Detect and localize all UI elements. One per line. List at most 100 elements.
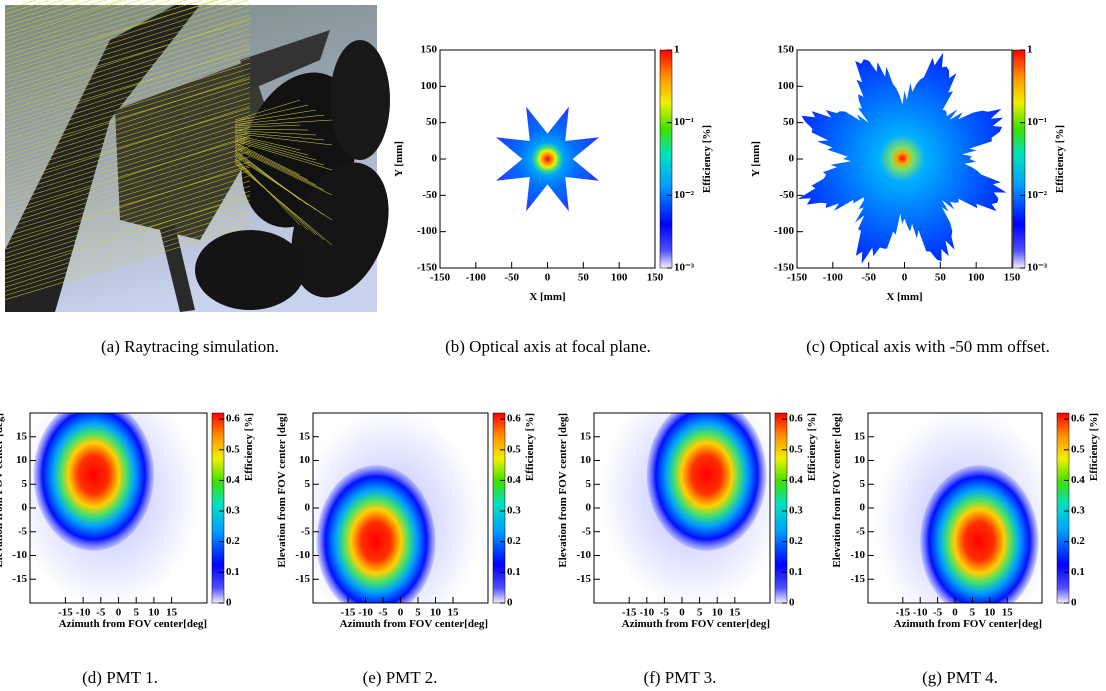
colorbar (1012, 49, 1026, 269)
ray (234, 139, 325, 166)
x-tick-label: -5 (378, 607, 388, 619)
intensity-blob (797, 52, 1007, 264)
ray (4, 57, 251, 137)
x-tick-label: 10 (430, 607, 442, 619)
ray (4, 166, 251, 242)
colorbar-tick-label: 1 (674, 44, 680, 56)
y-tick-label: 10 (299, 454, 311, 466)
y-tick-label: 0 (789, 153, 795, 165)
x-tick-label: 15 (729, 607, 741, 619)
x-tick-label: 10 (984, 607, 996, 619)
heatmap-layer (313, 413, 481, 603)
x-tick-label: -100 (466, 272, 487, 284)
colorbar-tick-label: 0.3 (507, 505, 521, 517)
y-tick-label: -10 (576, 549, 591, 561)
ray (234, 155, 333, 221)
ray (4, 33, 251, 112)
ray (4, 0, 108, 32)
colorbar-tick-label: 0 (1071, 597, 1077, 609)
y-tick-label: -50 (779, 189, 794, 201)
x-tick-label: 5 (697, 607, 703, 619)
ray (4, 0, 142, 44)
ray (4, 52, 251, 133)
ray (4, 132, 251, 208)
x-tick-label: -10 (358, 607, 373, 619)
ray (4, 180, 251, 259)
x-tick-label: 0 (545, 272, 551, 284)
ray (234, 109, 317, 124)
heatmap-layer (30, 413, 200, 603)
ray (4, 0, 51, 15)
y-tick-label: 15 (854, 430, 866, 442)
y-tick-label: -10 (295, 549, 310, 561)
y-tick-label: -15 (12, 573, 27, 585)
colorbar-tick-label: 0.3 (789, 505, 803, 517)
ray (4, 0, 123, 36)
y-tick-label: -150 (417, 262, 438, 274)
ray (4, 0, 127, 40)
intensity-blob (316, 465, 436, 603)
y-tick-label: 0 (860, 502, 866, 514)
x-tick-label: 150 (1004, 272, 1021, 284)
ray (4, 38, 251, 116)
x-tick-label: 150 (647, 272, 664, 284)
ray (4, 106, 251, 187)
heatmap (313, 413, 481, 603)
ray (234, 124, 301, 128)
ray (234, 130, 317, 136)
ray (4, 68, 251, 145)
y-tick-label: 10 (580, 454, 592, 466)
colorbar-tick-label: 0.1 (1071, 566, 1085, 578)
ray (4, 164, 251, 246)
ray (4, 0, 249, 78)
ray (4, 14, 251, 91)
x-axis-label: Azimuth from FOV center[deg] (894, 618, 1042, 630)
y-tick-label: 0 (586, 502, 592, 514)
heatmap (30, 413, 200, 603)
ray (4, 190, 251, 267)
x-axis-label: X [mm] (886, 291, 922, 303)
heatmap (495, 106, 600, 212)
y-tick-label: -15 (576, 573, 591, 585)
ray (4, 62, 251, 141)
x-tick-label: -10 (639, 607, 654, 619)
x-tick-label: 100 (968, 272, 985, 284)
x-tick-label: -10 (913, 607, 928, 619)
colorbar-tick-label: 0.2 (507, 535, 521, 547)
x-tick-label: -10 (76, 607, 91, 619)
ray (4, 0, 157, 49)
colorbar-tick-label: 0.5 (1071, 443, 1085, 455)
ray (4, 204, 251, 284)
colorbar-tick-label: 10⁻¹ (1027, 116, 1047, 128)
heatmap (797, 52, 1007, 264)
colorbar (1056, 412, 1070, 604)
y-tick-label: -5 (18, 525, 28, 537)
ray (234, 143, 309, 181)
colorbar-tick-label: 0.1 (507, 566, 521, 578)
ray (4, 73, 251, 149)
ray (234, 134, 301, 151)
ray (4, 0, 78, 23)
colorbar-label: Efficiency [%] (806, 413, 818, 481)
heatmap-layer (797, 52, 1007, 264)
colorbar-tick-label: 0 (507, 597, 513, 609)
ray (234, 142, 301, 176)
colorbar (774, 412, 788, 604)
ray (4, 0, 220, 65)
intensity-star (495, 106, 600, 212)
ray (234, 133, 333, 146)
ray (4, 215, 251, 292)
colorbar-tick-label: 0.6 (1071, 413, 1085, 425)
y-tick-label: 100 (421, 80, 438, 92)
y-axis-label: Elevation from FOV center [deg] (831, 413, 843, 568)
ray (4, 76, 251, 158)
ray (4, 81, 251, 162)
caption: (g) PMT 4. (922, 668, 998, 687)
ray (4, 43, 251, 120)
ray (4, 28, 251, 107)
y-tick-label: 5 (22, 478, 28, 490)
y-tick-label: -5 (301, 525, 311, 537)
ray (234, 148, 333, 196)
ray (4, 185, 251, 263)
